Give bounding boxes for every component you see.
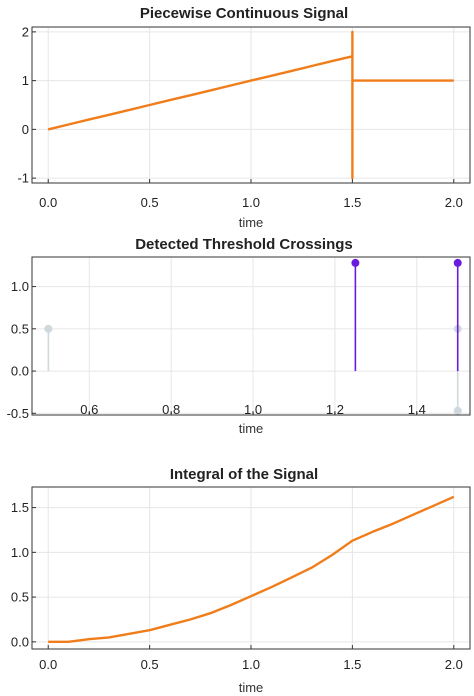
x-tick-label: 0.0 xyxy=(39,657,57,672)
y-tick-label: 1.0 xyxy=(11,279,29,294)
y-tick-label: 0.5 xyxy=(11,321,29,336)
x-tick-label: 2.0 xyxy=(445,657,463,672)
chart-title: Integral of the Signal xyxy=(170,466,318,483)
panel-piecewise-signal: Piecewise Continuous Signal 0.0 0.5 1.0 1.5… xyxy=(17,5,471,230)
x-tick-label: 1.0 xyxy=(242,195,260,210)
y-tick-label: -0.5 xyxy=(7,406,29,421)
x-tick-label: 0.5 xyxy=(141,657,159,672)
x-tick-label: 1.5 xyxy=(343,195,361,210)
y-tick-label: 1.0 xyxy=(11,545,29,560)
stem-marker xyxy=(453,406,462,415)
y-tick-label: 0 xyxy=(22,122,29,137)
x-axis-label: time xyxy=(239,421,264,436)
panel-integral: Integral of the Signal 0.0 0.5 1.0 1.5 2.0 0.… xyxy=(11,466,471,695)
stem-marker xyxy=(351,258,360,267)
x-tick-label: 0.6 xyxy=(80,402,98,417)
y-tick-label: 1.5 xyxy=(11,500,29,515)
x-tick-label: 0.8 xyxy=(162,402,180,417)
y-tick-label: 0.0 xyxy=(11,364,29,379)
x-tick-label: 1.0 xyxy=(244,402,262,417)
y-tick-label: 2 xyxy=(22,24,29,39)
x-tick-label: 1.4 xyxy=(408,402,426,417)
series-line xyxy=(48,495,455,643)
y-tick-label: 0.0 xyxy=(11,634,29,649)
x-tick-label: 1.5 xyxy=(343,657,361,672)
stem-marker xyxy=(44,324,53,333)
x-tick-label: 1.2 xyxy=(326,402,344,417)
plot-frame xyxy=(31,256,471,416)
panel-threshold-crossings: Detected Threshold Crossings 0.6 0.8 1.0 1.… xyxy=(7,236,471,436)
series-line xyxy=(47,30,454,180)
x-tick-label: 1.0 xyxy=(242,657,260,672)
x-tick-label: 0.5 xyxy=(141,195,159,210)
y-tick-label: 1 xyxy=(22,73,29,88)
x-axis-label: time xyxy=(239,680,264,695)
chart-title: Piecewise Continuous Signal xyxy=(140,5,348,22)
x-axis-label: time xyxy=(239,215,264,230)
chart-title: Detected Threshold Crossings xyxy=(135,236,353,253)
y-tick-label: -1 xyxy=(17,171,29,186)
x-tick-label: 2.0 xyxy=(445,195,463,210)
y-tick-label: 0.5 xyxy=(11,590,29,605)
stem-marker xyxy=(453,258,462,267)
x-tick-label: 0.0 xyxy=(39,195,57,210)
